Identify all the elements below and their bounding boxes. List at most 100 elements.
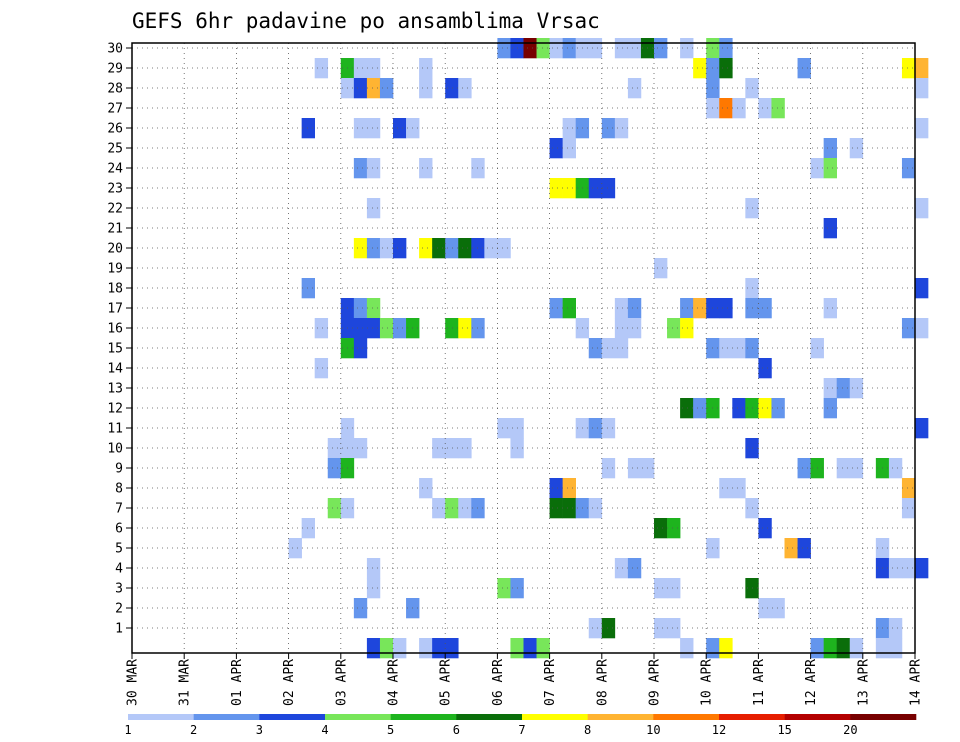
heatmap-cell: [314, 58, 329, 79]
heatmap-cell: [379, 78, 394, 99]
y-tick-label: 3: [115, 582, 123, 597]
colorbar-swatch: [193, 714, 260, 720]
heatmap-cell: [353, 318, 368, 339]
heatmap-cell: [536, 638, 550, 659]
heatmap-cell: [901, 498, 916, 519]
y-tick-label: 21: [107, 222, 123, 237]
x-tick-label: 31 MAR: [178, 659, 193, 706]
heatmap-cell: [549, 138, 563, 159]
heatmap-cell: [667, 618, 681, 639]
heatmap-cell: [758, 518, 772, 539]
colorbar-label: 5: [387, 723, 394, 737]
colorbar-label: 10: [646, 723, 660, 737]
heatmap-cell: [771, 598, 785, 619]
y-tick-label: 6: [115, 522, 123, 537]
heatmap-cell: [667, 518, 681, 539]
y-tick-label: 11: [107, 422, 123, 437]
heatmap-cell: [915, 418, 929, 439]
heatmap-cell: [680, 638, 694, 659]
heatmap-cell: [379, 238, 394, 259]
heatmap-cell: [810, 638, 824, 659]
heatmap-cell: [379, 638, 394, 659]
heatmap-cell: [693, 298, 707, 319]
heatmap-cell: [614, 298, 629, 319]
heatmap-cell: [823, 158, 837, 179]
colorbar-swatch: [390, 714, 457, 720]
colorbar-label: 3: [256, 723, 263, 737]
heatmap-cell: [366, 158, 381, 179]
heatmap-cell: [393, 638, 407, 659]
heatmap-cell: [667, 578, 681, 599]
heatmap-cell: [849, 378, 864, 399]
colorbar: 1 2 3 4 5 6 7 8 10 12 15 20: [124, 714, 917, 737]
heatmap-cell: [458, 438, 472, 459]
y-axis: 1234567891011121314151617181920212223242…: [107, 42, 132, 637]
x-tick-label: 11 APR: [752, 659, 767, 706]
heatmap-cell: [680, 318, 694, 339]
colorbar-label: 12: [712, 723, 726, 737]
heatmap-cell: [888, 458, 903, 479]
colorbar-swatch: [653, 714, 720, 720]
heatmap-cell: [601, 418, 616, 439]
colorbar-swatch: [587, 714, 654, 720]
heatmap-cell: [627, 298, 642, 319]
heatmap-cell: [301, 278, 315, 299]
heatmap-cell: [614, 558, 629, 579]
heatmap-cell: [719, 338, 733, 359]
heatmap-cell: [379, 318, 394, 339]
heatmap-cell: [562, 298, 576, 319]
heatmap-cell: [915, 118, 929, 139]
heatmap-cell: [588, 338, 603, 359]
heatmap-cell: [588, 498, 603, 519]
heatmap-cell: [901, 58, 916, 79]
heatmap-cell: [901, 558, 916, 579]
heatmap-cell: [432, 438, 446, 459]
heatmap-cell: [614, 318, 629, 339]
y-tick-label: 16: [107, 322, 123, 337]
y-tick-label: 8: [115, 482, 123, 497]
heatmap-cell: [915, 318, 929, 339]
colorbar-swatch: [456, 714, 523, 720]
heatmap-cell: [758, 358, 772, 379]
heatmap-cell: [888, 618, 903, 639]
colorbar-label: 15: [777, 723, 791, 737]
heatmap-cell: [758, 298, 772, 319]
colorbar-swatch: [128, 714, 194, 720]
heatmap-cell: [719, 638, 733, 659]
heatmap-cell: [667, 318, 681, 339]
heatmap-cell: [849, 138, 864, 159]
heatmap-cell: [366, 198, 381, 219]
heatmap-cell: [901, 158, 916, 179]
heatmap-cell: [758, 98, 772, 119]
heatmap-cell: [366, 78, 381, 99]
heatmap-cell: [601, 118, 616, 139]
heatmap-cell: [458, 78, 472, 99]
heatmap-cell: [654, 578, 668, 599]
heatmap-cell: [771, 398, 785, 419]
heatmap-cell: [823, 398, 837, 419]
heatmap-cell: [393, 118, 407, 139]
colorbar-swatch: [522, 714, 588, 720]
heatmap-cell: [719, 98, 733, 119]
heatmap-cell: [680, 298, 694, 319]
heatmap-cell: [823, 638, 837, 659]
heatmap-cell: [797, 538, 811, 559]
heatmap-cell: [562, 178, 576, 199]
heatmap-cell: [353, 338, 368, 359]
heatmap-cell: [823, 218, 837, 239]
heatmap-cell: [432, 498, 446, 519]
x-tick-label: 04 APR: [387, 659, 402, 706]
heatmap-cell: [523, 638, 537, 659]
heatmap-cell: [719, 298, 733, 319]
heatmap-cell: [327, 498, 342, 519]
heatmap-cell: [549, 38, 563, 59]
heatmap-cell: [654, 618, 668, 639]
heatmap-cell: [915, 278, 929, 299]
x-tick-label: 12 APR: [804, 659, 819, 706]
y-tick-label: 29: [107, 62, 123, 77]
heatmap-cell: [393, 238, 407, 259]
heatmap-cell: [627, 458, 642, 479]
x-tick-label: 09 APR: [648, 659, 663, 706]
y-tick-label: 9: [115, 462, 123, 477]
